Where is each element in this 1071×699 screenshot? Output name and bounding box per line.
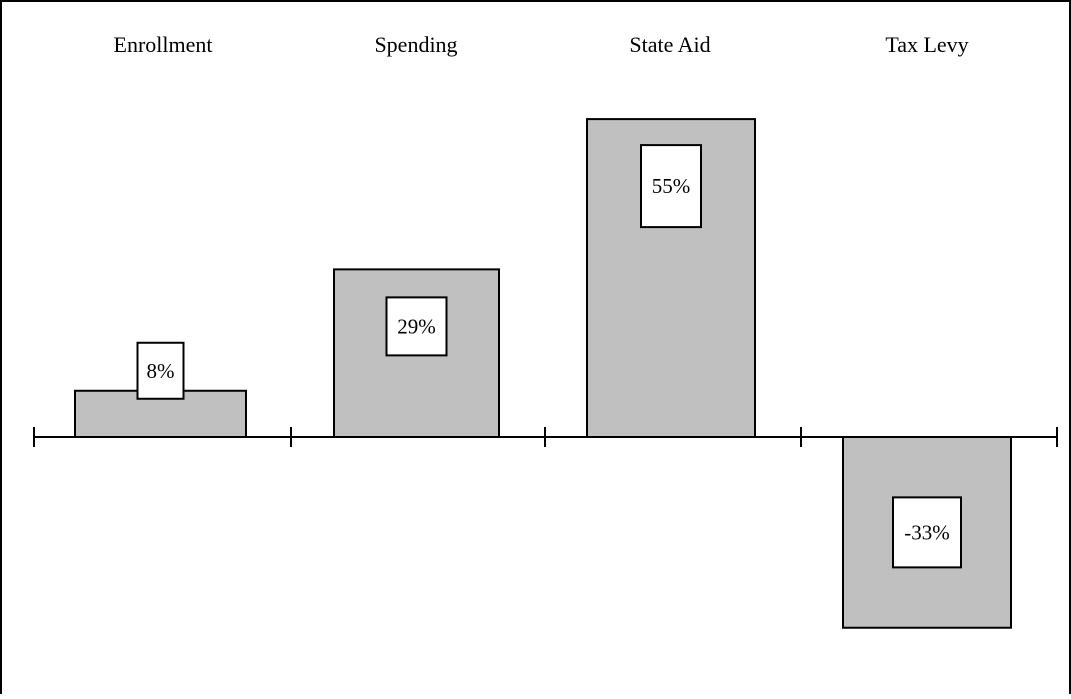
category-label-spending: Spending [374, 32, 457, 57]
value-label-box-tax-levy [892, 496, 962, 569]
value-label-tax-levy: -33% [904, 520, 950, 544]
category-labels: Enrollment Spending State Aid Tax Levy [114, 32, 969, 57]
category-label-tax-levy: Tax Levy [885, 32, 968, 57]
category-label-state-aid: State Aid [629, 32, 710, 57]
value-labels: 8% 29% 55% -33% [136, 144, 962, 569]
value-label-spending: 29% [397, 314, 436, 338]
value-label-box-spending [385, 296, 448, 357]
x-axis [33, 427, 1058, 447]
bars [74, 118, 1012, 629]
value-label-box-state-aid [640, 144, 702, 229]
value-label-box-enrollment [136, 341, 185, 400]
value-label-state-aid: 55% [652, 174, 691, 198]
value-label-enrollment: 8% [147, 359, 175, 383]
category-label-enrollment: Enrollment [114, 32, 213, 57]
